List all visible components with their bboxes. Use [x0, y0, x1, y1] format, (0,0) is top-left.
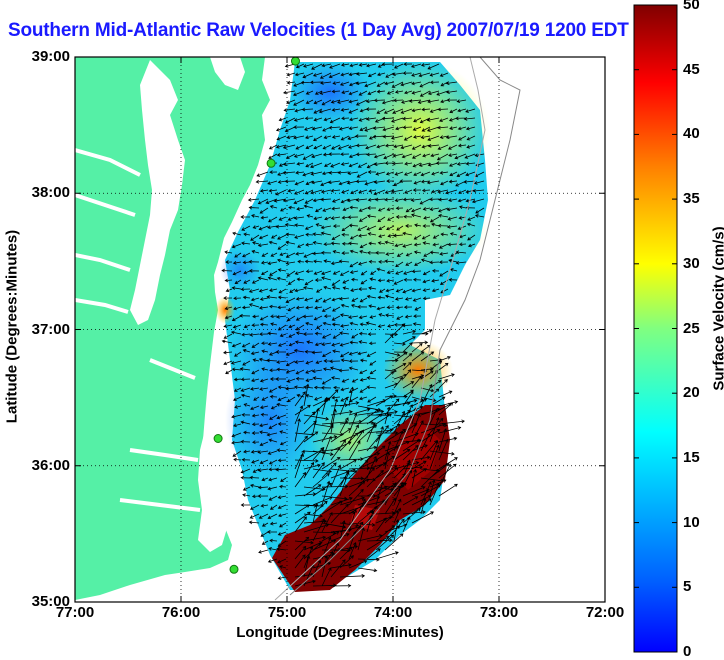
x-tick-label: 72:00 [575, 604, 635, 621]
station-marker [214, 435, 222, 443]
colorbar-tick-label: 35 [683, 190, 700, 207]
colorbar [634, 5, 677, 652]
colorbar-tick-label: 5 [683, 578, 691, 595]
y-tick-label: 39:00 [10, 48, 70, 65]
x-axis-label: Longitude (Degrees:Minutes) [75, 624, 605, 641]
x-tick-label: 74:00 [363, 604, 423, 621]
colorbar-tick-label: 0 [683, 643, 691, 660]
station-marker [291, 57, 299, 65]
colorbar-tick-label: 40 [683, 125, 700, 142]
colorbar-tick-label: 50 [683, 0, 700, 13]
x-tick-label: 76:00 [151, 604, 211, 621]
x-tick-label: 73:00 [469, 604, 529, 621]
colorbar-tick-label: 10 [683, 514, 700, 531]
colorbar-label: Surface Velocity (cm/s) [711, 164, 724, 454]
colorbar-tick-label: 45 [683, 61, 700, 78]
colorbar-tick-label: 20 [683, 384, 700, 401]
x-tick-label: 75:00 [257, 604, 317, 621]
colorbar-tick-label: 25 [683, 320, 700, 337]
y-axis-label: Latitude (Degrees:Minutes) [4, 167, 21, 487]
colorbar-tick-label: 30 [683, 255, 700, 272]
station-marker [267, 159, 275, 167]
colorbar-tick-label: 15 [683, 449, 700, 466]
y-tick-label: 35:00 [10, 593, 70, 610]
station-marker [230, 565, 238, 573]
